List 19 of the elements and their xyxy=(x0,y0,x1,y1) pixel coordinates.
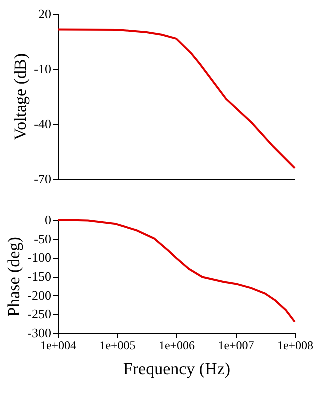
x-tick-label: 1e+006 xyxy=(158,338,196,352)
y-tick-label: -250 xyxy=(28,306,52,322)
y-tick-label: 20 xyxy=(38,6,52,22)
y-tick-label: -70 xyxy=(34,172,52,186)
x-tick-label: 1e+005 xyxy=(100,338,136,352)
y-tick-label: -300 xyxy=(28,326,52,340)
x-tick-label: 1e+004 xyxy=(40,338,77,352)
y-tick-label: -200 xyxy=(28,288,52,303)
y-tick-label: -50 xyxy=(34,231,52,246)
y-tick-label: -150 xyxy=(28,269,52,284)
y-axis-title: Voltage (dB) xyxy=(11,53,30,141)
y-tick-label: -100 xyxy=(28,250,52,266)
y-tick-label: 0 xyxy=(45,212,52,228)
x-axis-title: Frequency (Hz) xyxy=(123,360,231,378)
x-tick-label: 1e+008 xyxy=(277,338,314,352)
x-tick-label: 1e+007 xyxy=(218,338,254,352)
y-tick-label: -10 xyxy=(34,62,52,76)
y-axis-title: Phase (deg) xyxy=(4,237,24,317)
y-tick-label: -40 xyxy=(34,116,52,132)
